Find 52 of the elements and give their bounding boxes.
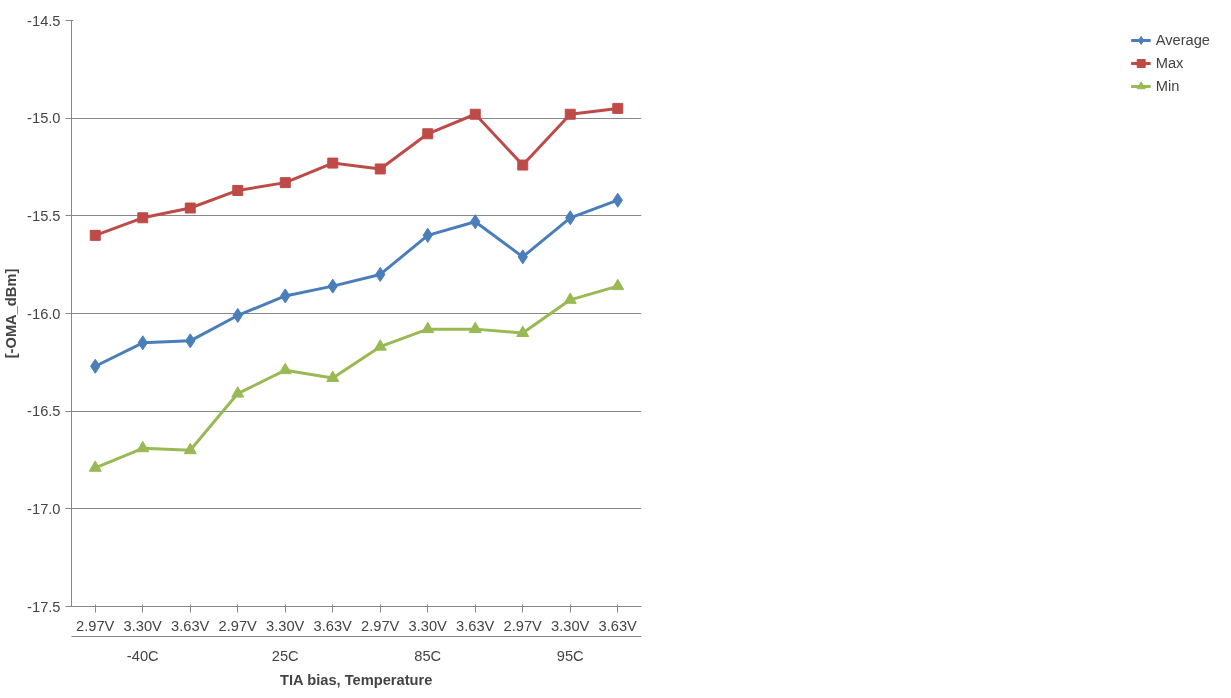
point [373,339,387,351]
y-axis-title: [-OMA_dBm] [3,268,20,359]
y-tick-label: -16.0 [27,305,61,322]
legend-label: Min [1155,78,1180,94]
x-tick-label: 3.30V [123,617,163,634]
point [279,177,291,189]
point [326,370,340,382]
x-axis-title: TIA bias, Temperature [280,671,433,688]
point [563,292,577,304]
x-tick-label: 2.97V [503,617,543,634]
point [278,362,292,375]
point [517,159,529,171]
point [137,212,149,224]
point [469,108,481,120]
text: -40C [126,647,160,664]
point [89,229,101,241]
point [136,440,150,453]
point [374,163,386,175]
x-tick-label: 2.97V [218,617,258,634]
y-tick-label: -17.5 [27,598,61,615]
point [232,184,244,196]
point [327,157,339,169]
text: 95C [556,647,585,664]
legend-label: Average [1155,32,1210,48]
x-tick-label: 3.63V [171,617,210,634]
x-tick-label: 2.97V [361,617,400,634]
text: 85C [414,647,442,664]
point [231,386,245,398]
y-tick-label: -16.5 [27,403,61,420]
y-tick-label: -14.5 [27,12,61,29]
y-tick-label: -17.0 [27,500,61,517]
x-tick-label: 3.30V [266,617,305,634]
point [88,460,102,472]
point [421,321,435,334]
text: 25C [271,647,300,664]
x-tick-label: 3.30V [551,617,590,634]
y-tick-label: -15.5 [27,207,61,224]
point [564,108,576,120]
y-tick-label: -15.0 [27,110,61,127]
x-tick-label: 3.30V [408,617,448,634]
point [468,321,482,334]
point [183,442,197,455]
legend-label: Max [1155,55,1184,71]
point [422,128,434,140]
point [612,102,624,114]
x-tick-label: 2.97V [76,617,115,634]
point [516,325,530,337]
x-tick-label: 3.63V [313,617,353,634]
x-tick-label: 3.63V [598,617,638,634]
x-tick-label: 3.63V [456,617,495,634]
point [184,202,196,214]
point [611,278,625,291]
